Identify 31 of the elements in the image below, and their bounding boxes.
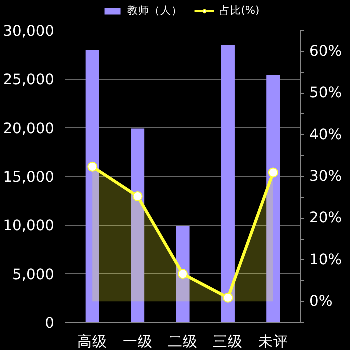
y2-tick-label: 10%	[310, 251, 342, 268]
point	[88, 162, 98, 172]
y-tick-label: 5,000	[12, 266, 55, 284]
bar	[131, 128, 145, 322]
y2-tick-label: 20%	[310, 210, 342, 227]
point	[132, 192, 143, 202]
x-tick-label: 高级	[78, 334, 108, 350]
point	[178, 269, 188, 280]
x-tick-label: 未评	[258, 334, 288, 350]
x-tick-label: 三级	[213, 334, 244, 350]
y2-tick-label: 0%	[310, 293, 333, 310]
bar	[266, 75, 280, 322]
y-tick-label: 30,000	[3, 23, 55, 40]
y2-tick-label: 30%	[310, 168, 342, 185]
bar	[86, 50, 100, 322]
bar	[221, 45, 235, 322]
legend-label: 教师（人）	[127, 4, 182, 18]
y2-tick-label: 50%	[310, 84, 342, 102]
y2-tick-label: 40%	[310, 126, 342, 144]
bar	[176, 226, 190, 322]
x-tick-label: 一级	[122, 334, 153, 350]
x-tick-label: 二级	[168, 334, 198, 350]
legend-label: 占比(%)	[219, 4, 260, 18]
y2-tick-label: 60%	[310, 42, 342, 60]
y-tick-label: 15,000	[3, 169, 55, 186]
point	[268, 168, 278, 178]
y-tick-label: 0	[45, 315, 55, 332]
y-tick-label: 25,000	[3, 72, 55, 89]
y-tick-label: 20,000	[3, 120, 55, 138]
y-tick-label: 10,000	[3, 218, 55, 235]
point	[223, 292, 234, 303]
